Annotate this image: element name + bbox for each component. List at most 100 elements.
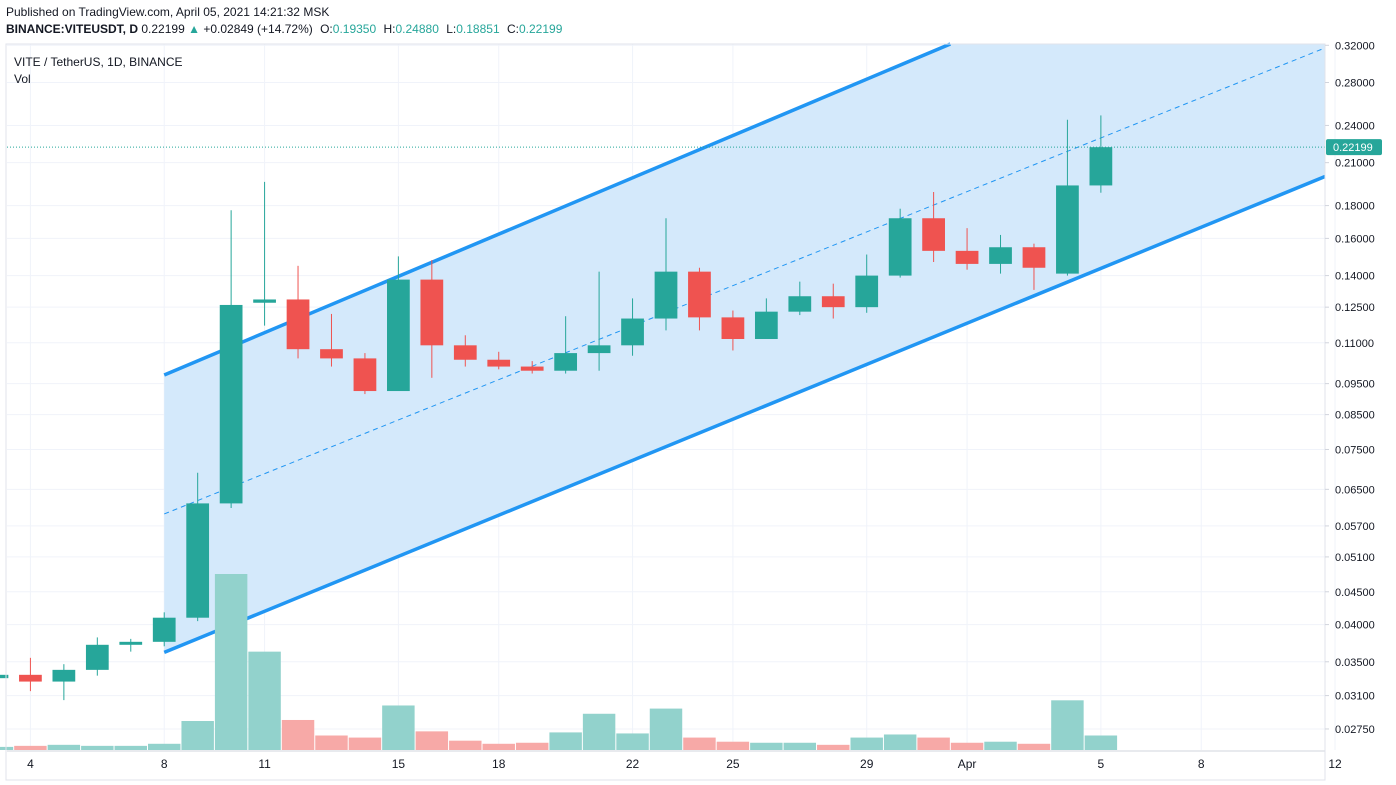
volume-bar: [1017, 743, 1051, 750]
time-tick-label: 8: [161, 757, 168, 771]
volume-bar: [181, 721, 214, 750]
low-label: L:: [446, 22, 457, 36]
price-tick-label: 0.14000: [1335, 271, 1375, 283]
candle-body: [487, 359, 511, 367]
close-label: C:: [506, 22, 519, 36]
last-price-line: 0.22199: [7, 139, 1382, 156]
volume-bar: [683, 737, 716, 750]
volume-bar: [382, 705, 415, 750]
price-tick-label: 0.06500: [1335, 484, 1375, 496]
candle-body: [554, 353, 578, 371]
candle-body: [0, 674, 9, 679]
volume-bar: [750, 742, 783, 750]
candle-body: [52, 669, 76, 682]
candlestick-series: [0, 115, 1113, 701]
last-price-label-bg: [1326, 139, 1382, 156]
candle-body: [353, 358, 377, 392]
open-value: 0.19350: [332, 22, 377, 36]
volume-bar: [783, 742, 817, 750]
time-tick-label: 22: [626, 757, 640, 771]
price-tick-label: 0.18000: [1335, 201, 1375, 213]
volume-bar: [415, 731, 449, 750]
candle-body: [688, 271, 711, 318]
time-tick-label: Apr: [958, 757, 977, 771]
parallel-channel[interactable]: [163, 42, 1326, 655]
volume-bar: [716, 741, 750, 750]
time-tick-label: 15: [392, 757, 406, 771]
price-tick-label: 0.16000: [1335, 233, 1375, 245]
candle-body: [587, 345, 611, 354]
symbol-label: BINANCE:VITEUSDT, D: [6, 22, 139, 36]
candle-body: [320, 349, 343, 359]
channel-lower-line: [163, 174, 1326, 655]
high-value: 0.24880: [395, 22, 439, 36]
volume-bar: [315, 735, 348, 750]
candle-body: [721, 317, 745, 340]
time-tick-label: 29: [860, 757, 874, 771]
published-info: Published on TradingView.com, April 05, …: [6, 5, 330, 19]
candle-body: [219, 304, 243, 504]
volume-bar: [147, 743, 181, 750]
volume-bar: [582, 713, 616, 750]
time-tick-label: 5: [1098, 757, 1105, 771]
price-tick-label: 0.04500: [1335, 587, 1375, 599]
price-tick-label: 0.07500: [1335, 444, 1375, 456]
candle-body: [922, 218, 945, 251]
volume-bar: [248, 651, 281, 750]
candle-body: [453, 345, 477, 360]
volume-bar: [649, 708, 683, 750]
candle-body: [821, 296, 845, 308]
up-arrow-icon: ▲: [188, 22, 200, 36]
last-price: 0.22199: [141, 22, 185, 36]
candle-body: [152, 617, 176, 642]
candle-body: [520, 366, 544, 371]
price-tick-label: 0.24000: [1335, 120, 1375, 132]
volume-bar: [616, 733, 649, 750]
time-tick-label: 12: [1328, 757, 1342, 771]
volume-bar: [950, 742, 984, 750]
price-tick-label: 0.28000: [1335, 78, 1375, 90]
volume-bar: [14, 745, 47, 750]
symbol-ohlc-bar: BINANCE:VITEUSDT, D 0.22199 ▲ +0.02849 (…: [6, 22, 562, 36]
volume-bar: [449, 740, 482, 750]
candle-body: [955, 250, 979, 264]
price-tick-label: 0.03100: [1335, 691, 1375, 703]
chart-frame: [5, 43, 1326, 781]
price-tick-label: 0.02750: [1335, 724, 1375, 736]
volume-bars: [0, 574, 1118, 750]
volume-bar: [81, 745, 114, 750]
candle-body: [286, 299, 310, 350]
candle-body: [387, 279, 410, 392]
open-label: O:: [320, 22, 333, 36]
volume-bar: [984, 741, 1017, 750]
price-tick-label: 0.09500: [1335, 379, 1375, 391]
candle-body: [19, 674, 42, 682]
volume-bar: [515, 742, 549, 750]
volume-bar: [0, 746, 14, 750]
chart-title: VITE / TetherUS, 1D, BINANCE: [14, 55, 183, 69]
channel-median-line: [164, 47, 1326, 515]
candle-body: [1089, 147, 1113, 186]
change-value: +0.02849 (+14.72%): [203, 22, 313, 36]
chart-axes: 0.32000 0.28000 0.24000 0.21000 0.18000 0.160…: [5, 40, 1375, 781]
candle-body: [754, 311, 778, 340]
price-tick-label: 0.11000: [1335, 338, 1374, 350]
chart-legend: VITE / TetherUS, 1D, BINANCE Vol: [14, 54, 183, 88]
volume-bar: [817, 744, 850, 750]
volume-bar: [1084, 735, 1118, 750]
time-tick-label: 4: [27, 757, 34, 771]
price-tick-label: 0.08500: [1335, 410, 1375, 422]
candle-body: [119, 641, 143, 645]
volume-bar: [47, 744, 81, 750]
volume-bar: [850, 737, 883, 750]
candle-body: [420, 279, 444, 346]
candle-body: [989, 247, 1012, 264]
price-tick-label: 0.32000: [1335, 40, 1375, 52]
volume-bar: [917, 737, 950, 750]
candle-body: [654, 271, 678, 319]
volume-bar: [883, 734, 917, 750]
volume-bar: [114, 745, 147, 750]
candle-body: [621, 318, 644, 346]
candle-body: [855, 275, 879, 308]
